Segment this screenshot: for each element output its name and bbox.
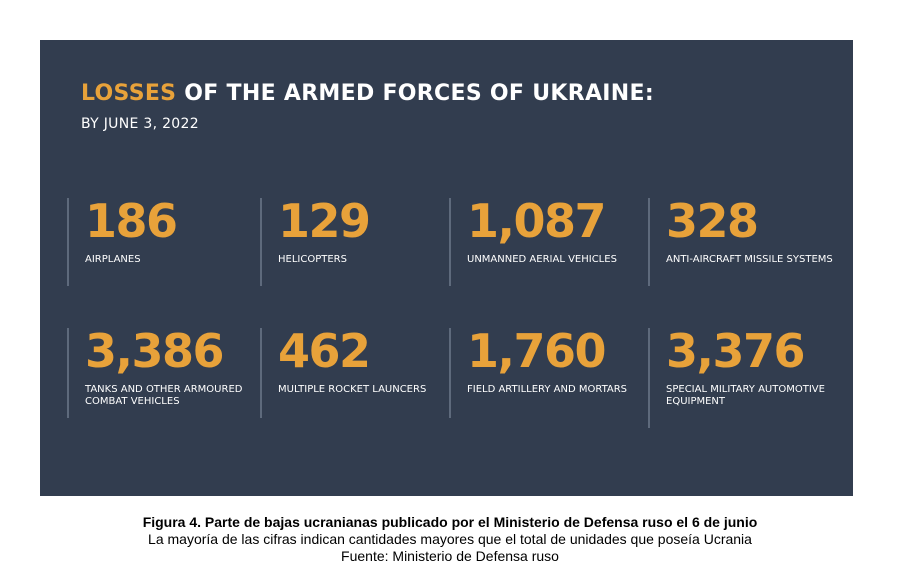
stat-field-artillery-mortars: 1,760 FIELD ARTILLERY AND MORTARS [449,328,647,418]
stat-tanks-armoured-vehicles: 3,386 TANKS AND OTHER ARMOURED COMBAT VE… [67,328,257,418]
stat-airplanes: 186 AIRPLANES [67,198,257,286]
stat-label: ANTI-AIRCRAFT MISSILE SYSTEMS [666,254,833,265]
stat-value: 129 [278,194,371,248]
stat-helicopters: 129 HELICOPTERS [260,198,448,286]
stat-label: SPECIAL MILITARY AUTOMOTIVE EQUIPMENT [666,384,825,407]
stat-value: 186 [85,194,178,248]
stat-label: TANKS AND OTHER ARMOURED COMBAT VEHICLES [85,384,243,407]
stat-special-military-automotive-equipment: 3,376 SPECIAL MILITARY AUTOMOTIVE EQUIPM… [648,328,848,428]
stat-unmanned-aerial-vehicles: 1,087 UNMANNED AERIAL VEHICLES [449,198,647,286]
stat-value: 3,386 [85,324,225,378]
stat-label: UNMANNED AERIAL VEHICLES [467,254,617,265]
stat-label: MULTIPLE ROCKET LAUNCERS [278,384,427,395]
stat-anti-aircraft-missile-systems: 328 ANTI-AIRCRAFT MISSILE SYSTEMS [648,198,848,286]
infographic-title: LOSSES OF THE ARMED FORCES OF UKRAINE: [81,81,654,106]
stat-value: 462 [278,324,371,378]
title-rest: OF THE ARMED FORCES OF UKRAINE: [176,81,654,106]
caption-note: La mayoría de las cifras indican cantida… [148,531,752,547]
title-highlight: LOSSES [81,81,177,106]
stat-label: FIELD ARTILLERY AND MORTARS [467,384,628,395]
stat-value: 1,760 [467,324,607,378]
stat-value: 328 [666,194,759,248]
figure-caption: Figura 4. Parte de bajas ucranianas publ… [0,514,900,565]
infographic-subtitle: BY JUNE 3, 2022 [81,116,199,132]
stat-value: 3,376 [666,324,806,378]
caption-source: Fuente: Ministerio de Defensa ruso [341,548,559,564]
stat-label: AIRPLANES [85,254,141,265]
stat-label: HELICOPTERS [278,254,347,265]
stat-multiple-rocket-launchers: 462 MULTIPLE ROCKET LAUNCERS [260,328,448,418]
caption-title: Figura 4. Parte de bajas ucranianas publ… [142,514,758,530]
infographic-panel: LOSSES OF THE ARMED FORCES OF UKRAINE: B… [40,40,853,496]
stat-value: 1,087 [467,194,607,248]
